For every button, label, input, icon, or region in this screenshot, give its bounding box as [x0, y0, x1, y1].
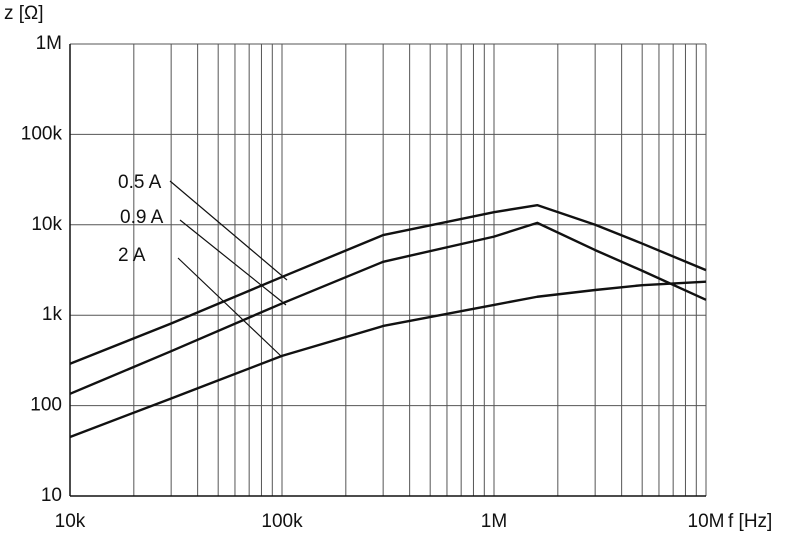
series-label: 2 A — [118, 245, 146, 266]
y-tick-label: 1M — [36, 33, 62, 54]
series-label: 0.5 A — [118, 172, 162, 193]
y-tick-label: 100k — [21, 123, 63, 144]
leader-line — [179, 219, 287, 306]
y-tick-label: 1k — [42, 304, 63, 325]
x-tick-label: 100k — [261, 511, 303, 532]
y-tick-label: 10k — [31, 214, 62, 235]
y-tick-label: 100 — [30, 395, 62, 416]
y-axis-label: z [Ω] — [4, 3, 44, 24]
line-series — [69, 280, 707, 439]
leader-line — [169, 180, 288, 281]
line-series — [69, 221, 707, 395]
leader-line — [177, 257, 283, 358]
series-label: 0.9 A — [120, 207, 164, 228]
x-tick-label: 10M — [688, 511, 725, 532]
line-series — [69, 203, 707, 365]
x-tick-label: 10k — [55, 511, 86, 532]
x-axis-label: f [Hz] — [728, 511, 772, 532]
x-tick-label: 1M — [481, 511, 507, 532]
y-tick-label: 10 — [41, 485, 62, 506]
